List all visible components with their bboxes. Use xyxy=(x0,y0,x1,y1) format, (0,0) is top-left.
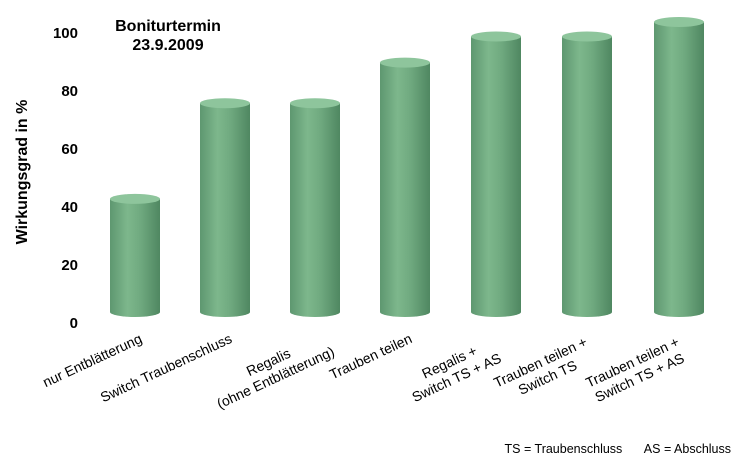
chart-title-line: 23.9.2009 xyxy=(132,37,203,54)
footnote: TS = Traubenschluss AS = Abschluss xyxy=(487,442,731,456)
bar xyxy=(471,31,521,317)
bar-body xyxy=(471,36,521,317)
bars xyxy=(110,17,704,317)
y-axis-label: Wirkungsgrad in % xyxy=(14,100,31,245)
chart-title-line: Boniturtermin xyxy=(115,18,221,35)
y-tick-label: 40 xyxy=(61,199,78,216)
y-tick-label: 60 xyxy=(61,141,78,158)
bar xyxy=(110,193,160,317)
x-tick-label: Trauben teilen +Switch TS xyxy=(491,333,597,406)
bar-cap xyxy=(654,17,704,27)
bar-body xyxy=(562,36,612,317)
bar xyxy=(380,57,430,317)
x-tick-label: Trauben teilen xyxy=(327,330,414,382)
bar-body xyxy=(200,103,250,317)
y-tick-label: 80 xyxy=(61,83,78,100)
x-tick-label-line: Trauben teilen xyxy=(327,330,414,382)
bar-cap xyxy=(290,98,340,109)
y-tick-label: 100 xyxy=(53,25,78,42)
chart-title: Boniturtermin 23.9.2009 xyxy=(115,18,221,54)
bar xyxy=(200,98,250,317)
y-tick-label: 20 xyxy=(61,257,78,274)
bar-cap xyxy=(200,98,250,109)
bar-cap xyxy=(380,57,430,68)
bar-body xyxy=(110,198,160,317)
x-tick-label: Trauben teilen +Switch TS + AS xyxy=(583,333,689,406)
bar-cap xyxy=(471,31,521,42)
bar xyxy=(562,31,612,317)
bar-body xyxy=(290,103,340,317)
y-axis: 0 20 40 60 80 100 xyxy=(53,25,78,332)
x-tick-label: Regalis +Switch TS + AS xyxy=(402,334,504,405)
bar-cap xyxy=(110,193,160,204)
bar-body xyxy=(654,22,704,317)
footnote-as: AS = Abschluss xyxy=(643,442,731,456)
bar xyxy=(654,17,704,317)
bar xyxy=(290,98,340,317)
y-tick-label: 0 xyxy=(70,315,78,332)
bar-cap xyxy=(562,31,612,42)
bar-body xyxy=(380,62,430,317)
footnote-ts: TS = Traubenschluss xyxy=(504,442,623,456)
